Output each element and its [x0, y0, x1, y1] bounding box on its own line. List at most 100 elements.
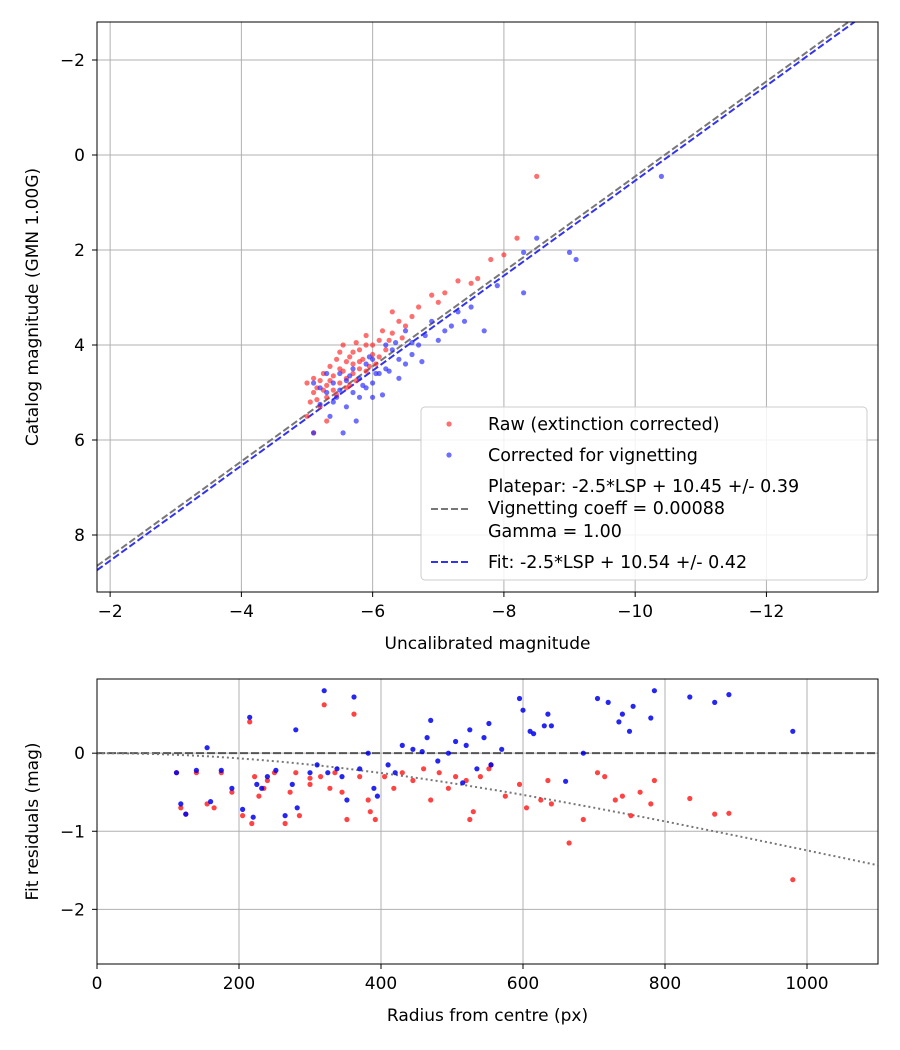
corrected-point — [254, 781, 260, 788]
raw-point — [264, 777, 270, 784]
raw-point — [178, 805, 184, 811]
raw-point — [648, 801, 654, 807]
y-tick-label: 4 — [74, 336, 85, 356]
raw-point — [545, 777, 551, 784]
x-tick-label: −12 — [748, 602, 784, 622]
corrected-point — [396, 356, 402, 362]
raw-point — [442, 290, 448, 296]
corrected-point — [379, 392, 386, 398]
raw-point — [382, 774, 388, 780]
legend-box — [420, 406, 868, 581]
raw-point — [580, 816, 586, 823]
raw-point — [428, 797, 434, 803]
y-tick-label: −2 — [60, 900, 85, 920]
corrected-point — [687, 694, 693, 700]
corrected-point — [344, 797, 350, 803]
corrected-point — [442, 328, 448, 334]
raw-point — [376, 337, 382, 343]
corrected-point — [548, 723, 555, 729]
raw-point — [594, 770, 601, 776]
raw-point — [379, 328, 386, 334]
x-tick-label: −6 — [360, 602, 385, 622]
corrected-point — [365, 750, 371, 756]
top-grid — [97, 22, 878, 592]
raw-point — [396, 318, 402, 324]
corrected-point — [351, 694, 357, 700]
bottom-x-axis-label: Radius from centre (px) — [387, 1006, 588, 1026]
corrected-point — [616, 719, 622, 725]
raw-point — [347, 382, 353, 388]
raw-point — [327, 363, 333, 369]
corrected-point — [516, 695, 523, 702]
corrected-point — [366, 354, 372, 360]
corrected-point — [334, 394, 340, 400]
raw-point — [468, 280, 474, 286]
x-tick-label: −10 — [617, 602, 653, 622]
bottom-reference-lines — [97, 752, 878, 867]
corrected-point — [374, 793, 380, 799]
corrected-point — [455, 309, 461, 315]
corrected-point — [605, 699, 611, 706]
top-x-ticks: −2 −4 −6 −8 −10 −12 — [98, 592, 784, 622]
corrected-point — [422, 332, 428, 339]
corrected-point — [173, 770, 180, 776]
raw-point — [252, 774, 258, 780]
corrected-point — [486, 720, 492, 727]
raw-point — [304, 380, 310, 386]
corrected-point — [330, 399, 336, 405]
raw-point — [356, 347, 363, 353]
corrected-point — [370, 380, 376, 386]
corrected-point — [178, 801, 184, 807]
raw-point — [340, 342, 346, 348]
corrected-point — [453, 738, 459, 745]
corrected-point — [247, 714, 253, 720]
corrected-point — [183, 811, 189, 817]
corrected-point — [410, 746, 416, 752]
raw-point — [399, 770, 405, 776]
raw-point — [229, 789, 235, 795]
legend-raw-marker — [446, 421, 452, 427]
corrected-point — [393, 340, 399, 346]
raw-point — [455, 278, 461, 284]
y-tick-label: 0 — [74, 744, 85, 764]
raw-point — [330, 387, 336, 393]
corrected-point — [467, 727, 473, 733]
raw-point — [350, 361, 356, 367]
corrected-point — [250, 814, 256, 820]
legend-raw-label: Raw (extinction corrected) — [488, 415, 720, 435]
corrected-point — [363, 361, 369, 367]
corrected-point — [282, 813, 288, 819]
corrected-point — [520, 707, 526, 713]
top-fit-lines — [97, 22, 857, 571]
raw-point — [317, 378, 323, 384]
corrected-point — [534, 235, 540, 241]
corrected-point — [468, 304, 474, 310]
corrected-point — [229, 785, 235, 791]
corrected-point — [337, 370, 343, 377]
raw-point — [370, 342, 376, 348]
residuals-plot: 0 200 400 600 800 1000 0 −1 −2 Radius from cent… — [23, 678, 879, 1026]
y-tick-label: 2 — [74, 241, 85, 261]
raw-point — [488, 256, 494, 263]
raw-point — [350, 349, 356, 355]
raw-point — [356, 366, 363, 372]
top-x-axis-label: Uncalibrated magnitude — [385, 634, 591, 654]
y-tick-label: 6 — [74, 431, 85, 451]
x-tick-label: −8 — [491, 602, 516, 622]
corrected-point — [594, 695, 601, 702]
raw-point — [337, 380, 343, 386]
raw-point — [372, 816, 378, 823]
raw-point — [314, 397, 320, 403]
corrected-point — [240, 806, 246, 813]
x-tick-label: −4 — [229, 602, 254, 622]
bottom-y-axis-label: Fit residuals (mag) — [23, 743, 43, 901]
y-tick-label: 8 — [74, 526, 85, 546]
top-axes-frame — [96, 21, 879, 593]
corrected-point — [204, 745, 210, 751]
corrected-point — [419, 749, 425, 755]
raw-point — [410, 777, 416, 784]
corrected-point — [416, 342, 422, 348]
corrected-point — [339, 774, 345, 780]
raw-point — [256, 793, 262, 799]
corrected-point — [311, 380, 317, 386]
